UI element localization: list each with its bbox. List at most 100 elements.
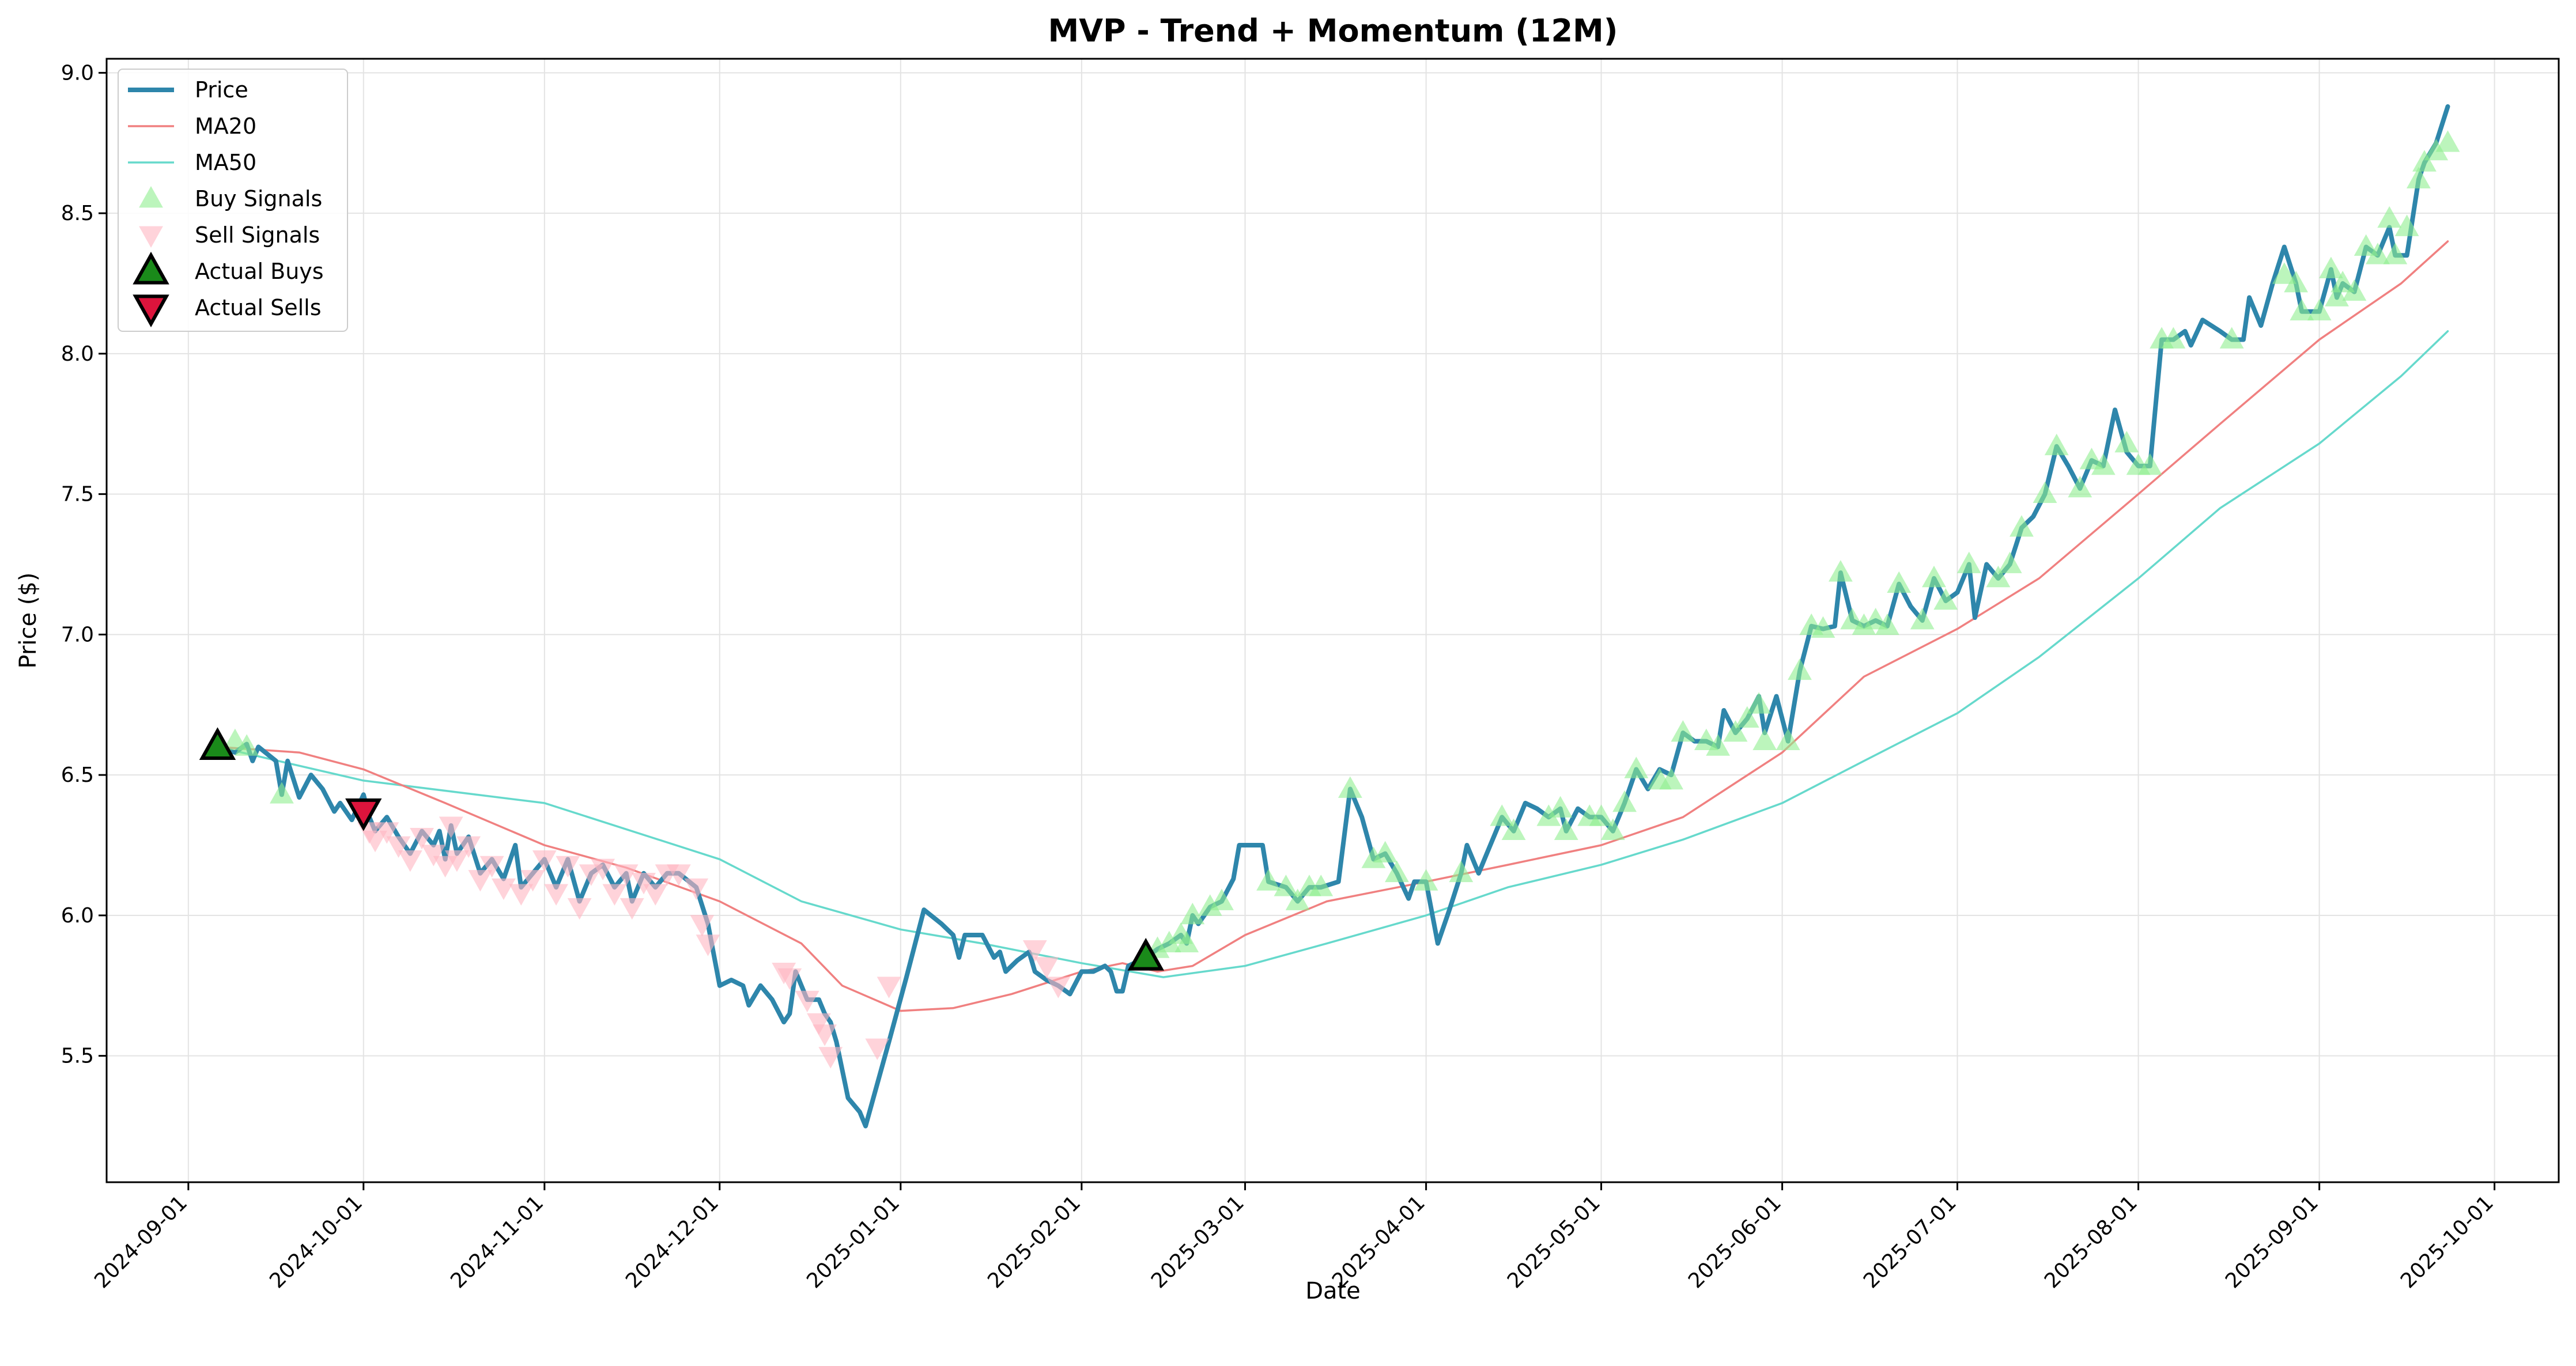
grid-layer <box>107 59 2559 1182</box>
buy-signal-marker <box>1180 902 1205 925</box>
buy-signal-marker <box>1887 571 1912 593</box>
buy-signal-marker <box>2424 138 2449 161</box>
sell-signal-marker <box>509 884 534 906</box>
buy-signal-marker <box>1198 894 1222 916</box>
buy-signal-marker <box>1852 613 1876 635</box>
buy-signal-marker <box>1956 551 1981 573</box>
sell-signal-marker <box>1046 977 1071 998</box>
sell-signal-marker <box>795 990 819 1013</box>
buy-signal-marker <box>2307 298 2332 321</box>
sell-signal-marker <box>410 827 434 850</box>
legend-swatch <box>139 226 163 248</box>
buy-signal-marker <box>1875 613 1899 635</box>
sell-signal-marker <box>666 864 691 886</box>
buy-signal-marker <box>1309 875 1334 896</box>
buy-signal-marker <box>2318 256 2343 279</box>
sell-signal-marker <box>375 822 399 844</box>
y-tick-label: 8.5 <box>61 202 94 225</box>
buy-signal-marker <box>2161 327 2186 349</box>
buy-signal-marker <box>1659 767 1683 790</box>
legend-swatch <box>133 294 169 328</box>
buy-signal-marker <box>2010 515 2034 537</box>
sell-signal-marker <box>556 856 580 878</box>
sell-signal-marker <box>777 968 802 990</box>
sell-signal-marker <box>813 1024 837 1046</box>
buy-signal-marker <box>1385 860 1409 883</box>
buy-signal-marker <box>1752 728 1777 751</box>
sell-signal-marker <box>877 977 901 998</box>
buy-signal-marker <box>1624 756 1649 778</box>
buy-signal-marker <box>1210 888 1234 910</box>
y-axis-label: Price ($) <box>15 573 41 669</box>
sell-signal-marker <box>690 915 715 937</box>
buy-signal-marker <box>1589 804 1614 826</box>
buy-signal-marker <box>2394 214 2419 236</box>
y-tick-label: 6.0 <box>61 904 94 928</box>
y-tick-label: 7.0 <box>61 623 94 646</box>
sell-signal-marker <box>620 898 644 920</box>
legend-swatch <box>133 251 169 285</box>
buy-signal-marker <box>1612 790 1637 812</box>
buy-signal-marker <box>2290 298 2314 321</box>
buy-signal-marker <box>1671 720 1695 742</box>
sell-signal-marker <box>468 870 493 892</box>
buy-signal-marker <box>2331 271 2355 293</box>
buy-signal-marker <box>1735 706 1759 728</box>
sell-signal-marker <box>544 884 568 906</box>
buy-signal-marker <box>1501 818 1526 841</box>
buy-signal-marker <box>2091 453 2116 475</box>
plot-frame <box>105 58 2560 1183</box>
buy-signal-marker <box>1986 565 2011 588</box>
buy-signal-marker <box>2284 271 2309 293</box>
chart-title: MVP - Trend + Momentum (12M) <box>1048 13 1618 49</box>
sell-signal-marker <box>520 870 545 892</box>
legend-label: Sell Signals <box>195 222 320 248</box>
buy-signal-marker <box>1706 734 1731 756</box>
sell-signal-marker <box>421 845 446 866</box>
buy-signal-marker <box>1922 565 1946 588</box>
sell-signal-marker <box>614 864 639 886</box>
buy-signal-marker <box>1414 869 1438 891</box>
buy-signals-layer <box>222 130 2460 967</box>
buy-signal-marker <box>2114 430 2139 453</box>
sell-signal-marker <box>363 830 387 853</box>
buy-signal-marker <box>1285 888 1310 910</box>
buy-signal-marker <box>1157 930 1181 953</box>
y-tick-label: 9.0 <box>61 61 94 85</box>
buy-signal-marker <box>1490 804 1514 826</box>
legend-entries: Price MA20 MA50 Buy Signals Sell Signals Actu… <box>128 77 324 328</box>
buy-signal-marker <box>1723 720 1748 742</box>
sell-signal-marker <box>632 872 656 895</box>
actual-trades-layer <box>199 727 1165 971</box>
y-tick-label: 6.5 <box>61 763 94 787</box>
sell-signal-marker <box>567 898 592 920</box>
legend-box <box>118 69 348 332</box>
sell-signals-layer <box>357 816 1071 1069</box>
buy-signal-marker <box>2342 279 2367 301</box>
legend-label: MA20 <box>195 113 256 139</box>
buy-signal-marker <box>1373 841 1397 863</box>
sell-signal-marker <box>492 878 516 900</box>
sell-signal-marker <box>398 850 422 872</box>
buy-signal-marker <box>1600 818 1625 841</box>
buy-signal-marker <box>1548 796 1573 818</box>
y-ticks-layer: 5.5 6.0 6.5 7.0 7.5 8.0 8.5 9.0 <box>61 61 107 1068</box>
sell-signal-marker <box>807 1013 831 1035</box>
buy-signal-marker <box>2068 475 2092 498</box>
buy-signal-marker <box>1174 930 1199 953</box>
y-tick-label: 7.5 <box>61 483 94 506</box>
sell-signal-marker <box>684 878 709 900</box>
sell-signal-marker <box>456 836 481 858</box>
legend-label: Actual Sells <box>195 295 322 320</box>
buy-signal-marker <box>2412 150 2437 172</box>
buy-signal-marker <box>2366 243 2390 264</box>
buy-signal-marker <box>2137 453 2162 475</box>
buy-signal-marker <box>1811 616 1835 638</box>
buy-signal-marker <box>2383 243 2408 264</box>
sell-signal-marker <box>865 1038 890 1060</box>
legend: Price MA20 MA50 Buy Signals Sell Signals Actu… <box>118 69 348 332</box>
buy-signal-marker <box>2044 433 2069 456</box>
